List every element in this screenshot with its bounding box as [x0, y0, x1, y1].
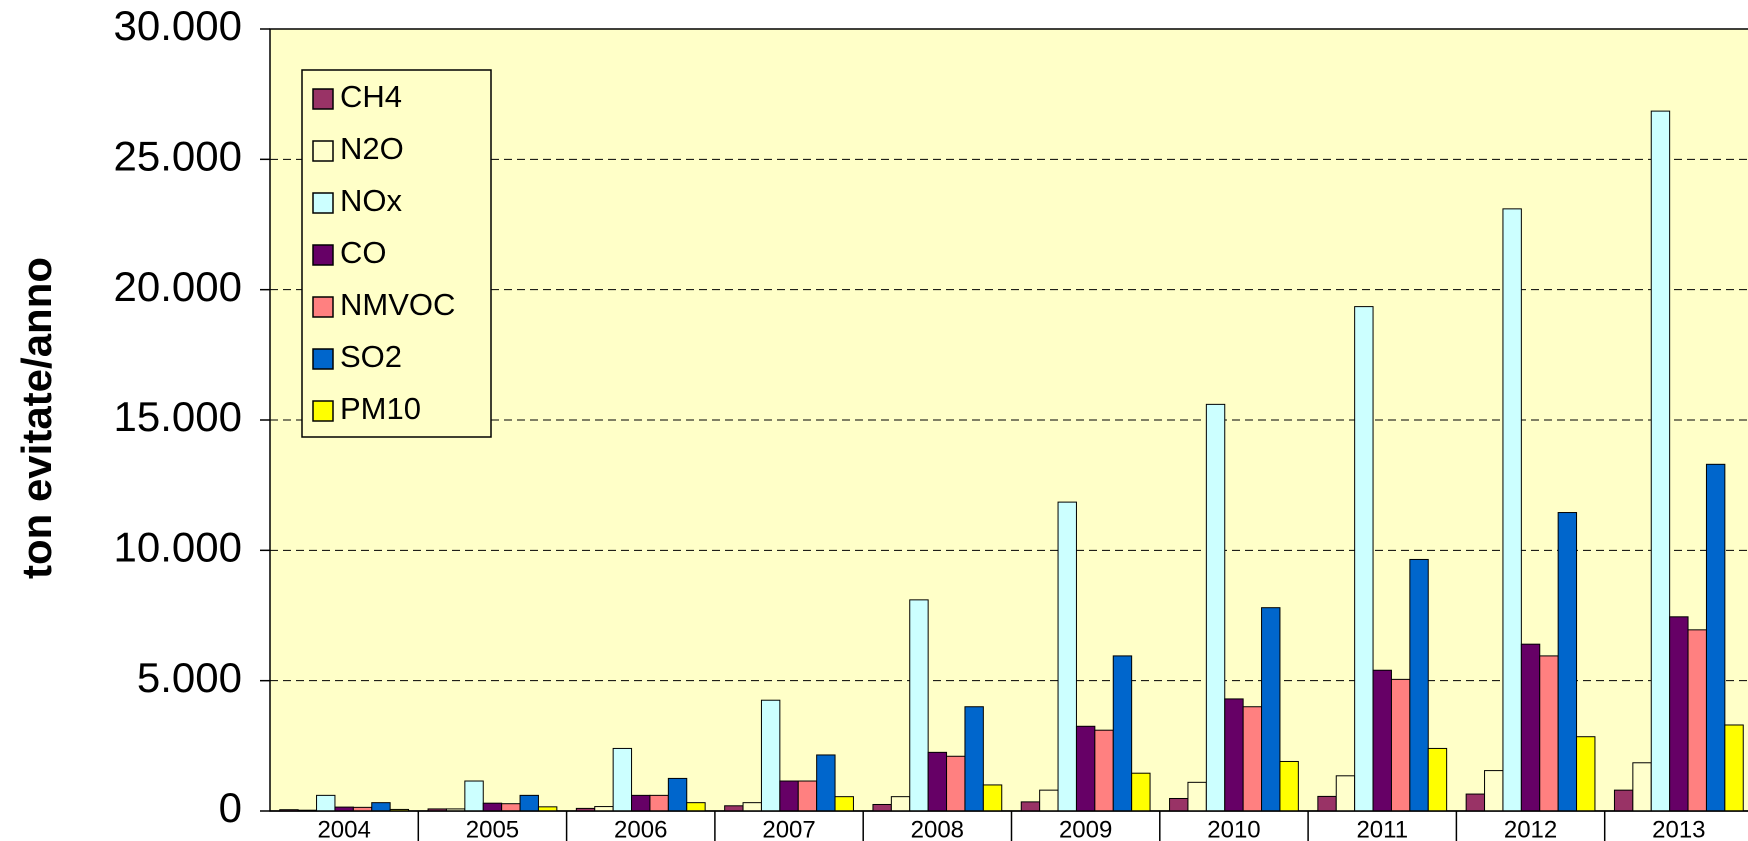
- bar: [316, 794, 336, 812]
- legend-swatch: [312, 88, 334, 110]
- y-tick-label: 5.000: [137, 654, 242, 701]
- bar: [1465, 793, 1486, 812]
- bar: [1409, 558, 1429, 812]
- bar: [612, 747, 633, 812]
- x-tick-label: 2004: [317, 816, 370, 841]
- bar: [760, 699, 781, 812]
- bar: [964, 706, 984, 812]
- bar: [909, 599, 929, 812]
- x-tick-label: 2009: [1059, 816, 1112, 841]
- legend-label: NOx: [340, 183, 403, 218]
- bar: [1224, 698, 1244, 812]
- bar: [1557, 512, 1578, 812]
- y-axis-title: ton evitate/anno: [13, 257, 60, 579]
- bar: [1613, 789, 1634, 812]
- bar: [1354, 306, 1374, 812]
- bar: [1372, 669, 1392, 812]
- bar: [1576, 736, 1596, 812]
- bar: [927, 751, 948, 812]
- bar: [1169, 797, 1189, 812]
- x-tick-label: 2006: [614, 816, 667, 841]
- bar: [834, 796, 854, 812]
- legend-label: CO: [340, 235, 387, 270]
- x-tick-label: 2005: [466, 816, 519, 841]
- legend-swatch: [312, 296, 334, 318]
- y-tick-label: 20.000: [114, 263, 242, 310]
- x-tick-label: 2011: [1356, 816, 1408, 841]
- bar: [1632, 762, 1652, 812]
- legend-label: NMVOC: [340, 287, 455, 322]
- bar: [890, 796, 911, 812]
- bar: [686, 802, 706, 812]
- bar: [1539, 655, 1559, 812]
- bar: [631, 794, 651, 812]
- bar: [1390, 678, 1411, 812]
- bar: [1317, 795, 1337, 812]
- bar: [667, 777, 688, 812]
- bar: [371, 802, 391, 812]
- bar: [1669, 616, 1689, 812]
- bar: [464, 780, 484, 812]
- legend-swatch: [312, 140, 334, 162]
- plot-area: [269, 28, 1748, 812]
- bar: [501, 803, 521, 812]
- bar: [1520, 643, 1541, 812]
- legend-label: PM10: [340, 391, 421, 426]
- bar: [797, 780, 818, 812]
- bar: [982, 784, 1003, 812]
- legend-swatch: [312, 192, 334, 214]
- bar: [1205, 403, 1226, 812]
- legend-swatch: [312, 244, 334, 266]
- x-tick-label: 2007: [762, 816, 815, 841]
- y-tick-label: 30.000: [114, 2, 242, 49]
- bar: [482, 802, 503, 812]
- bar: [779, 780, 799, 812]
- bar: [1094, 729, 1114, 812]
- y-tick-label: 15.000: [114, 393, 242, 440]
- y-tick-label: 10.000: [114, 523, 242, 570]
- y-tick-label: 25.000: [114, 132, 242, 179]
- bar: [1650, 110, 1671, 812]
- bar: [1687, 629, 1707, 812]
- bar: [1335, 775, 1356, 812]
- bar: [1261, 607, 1281, 812]
- bar: [1039, 789, 1059, 812]
- bar: [1057, 501, 1077, 812]
- bar: [1484, 770, 1504, 812]
- bar: [1427, 747, 1448, 812]
- bar: [1502, 208, 1522, 812]
- bar: [1242, 706, 1263, 812]
- bar: [1705, 463, 1726, 812]
- bar: [1187, 781, 1207, 812]
- bar: [1131, 772, 1151, 812]
- bar: [1112, 655, 1133, 812]
- bar: [946, 755, 966, 812]
- bar: [1075, 725, 1096, 812]
- x-tick-label: 2013: [1652, 816, 1705, 841]
- bar: [724, 805, 744, 812]
- bar: [816, 754, 836, 812]
- x-tick-label: 2012: [1504, 816, 1557, 841]
- bar: [519, 794, 539, 812]
- legend-label: N2O: [340, 131, 404, 166]
- bar: [872, 803, 892, 812]
- legend-label: CH4: [340, 79, 402, 114]
- legend-swatch: [312, 348, 334, 370]
- bar: [649, 794, 669, 812]
- y-tick-label: 0: [219, 784, 242, 831]
- bar: [1724, 724, 1744, 812]
- bar: [742, 802, 762, 812]
- x-tick-label: 2008: [911, 816, 964, 841]
- bar: [1279, 760, 1299, 812]
- bar: [1020, 801, 1041, 812]
- x-tick-label: 2010: [1207, 816, 1260, 841]
- legend-swatch: [312, 400, 334, 422]
- legend-label: SO2: [340, 339, 402, 374]
